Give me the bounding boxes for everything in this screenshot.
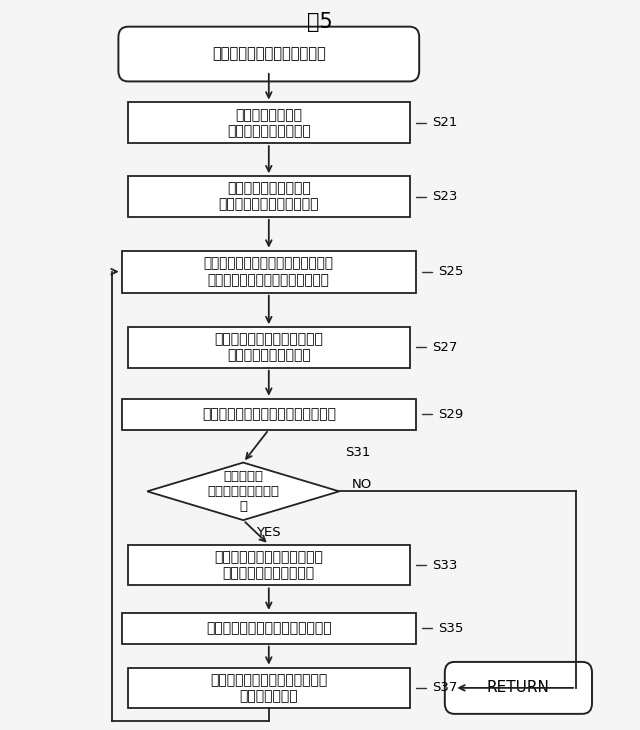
Bar: [122, 612, 416, 644]
Text: 変動コストデータの作成処理: 変動コストデータの作成処理: [212, 47, 326, 61]
Bar: [128, 327, 410, 368]
Text: RETURN: RETURN: [487, 680, 550, 696]
Text: S29: S29: [438, 407, 463, 420]
Text: S35: S35: [438, 622, 464, 634]
FancyBboxPatch shape: [445, 662, 592, 714]
Text: S27: S27: [432, 341, 458, 354]
Text: 全ての対象リンクに対して、
変動コストを算出する: 全ての対象リンクに対して、 変動コストを算出する: [214, 332, 323, 363]
Bar: [128, 667, 410, 708]
Text: S33: S33: [432, 558, 458, 572]
Text: NO: NO: [352, 478, 372, 491]
Text: YES: YES: [256, 526, 280, 539]
Text: 通行許容値
を超えるリンクあり
？: 通行許容値 を超えるリンクあり ？: [207, 470, 279, 513]
Text: 図5: 図5: [307, 12, 333, 32]
Text: 基準混雑度および
通行許容値を設定する: 基準混雑度および 通行許容値を設定する: [227, 108, 310, 138]
Text: S31: S31: [346, 446, 371, 459]
Text: S37: S37: [432, 681, 458, 694]
Text: 通行許容値を超えたリンクを
含む経路情報を抽出する: 通行許容値を超えたリンクを 含む経路情報を抽出する: [214, 550, 323, 580]
Text: S23: S23: [432, 190, 458, 203]
Bar: [128, 102, 410, 143]
FancyBboxPatch shape: [118, 27, 419, 82]
Text: 全リンクに対して、コスト差許容値
に基づいて通行可能性を算出する: 全リンクに対して、コスト差許容値 に基づいて通行可能性を算出する: [204, 256, 334, 287]
Text: １つの経路情報ごとに
コスト差許容値を設定する: １つの経路情報ごとに コスト差許容値を設定する: [218, 182, 319, 212]
Text: 削除前よりも高い通行許容値を
新たに設定する: 削除前よりも高い通行許容値を 新たに設定する: [210, 673, 328, 703]
Bar: [122, 399, 416, 429]
Bar: [122, 250, 416, 293]
Text: S25: S25: [438, 265, 464, 278]
Bar: [128, 545, 410, 585]
Text: S21: S21: [432, 116, 458, 129]
Bar: [128, 176, 410, 217]
Polygon shape: [147, 463, 339, 520]
Text: 経路情報の変動コストを削除する: 経路情報の変動コストを削除する: [206, 621, 332, 635]
Text: リンクコストに変動コストを加える: リンクコストに変動コストを加える: [202, 407, 336, 421]
